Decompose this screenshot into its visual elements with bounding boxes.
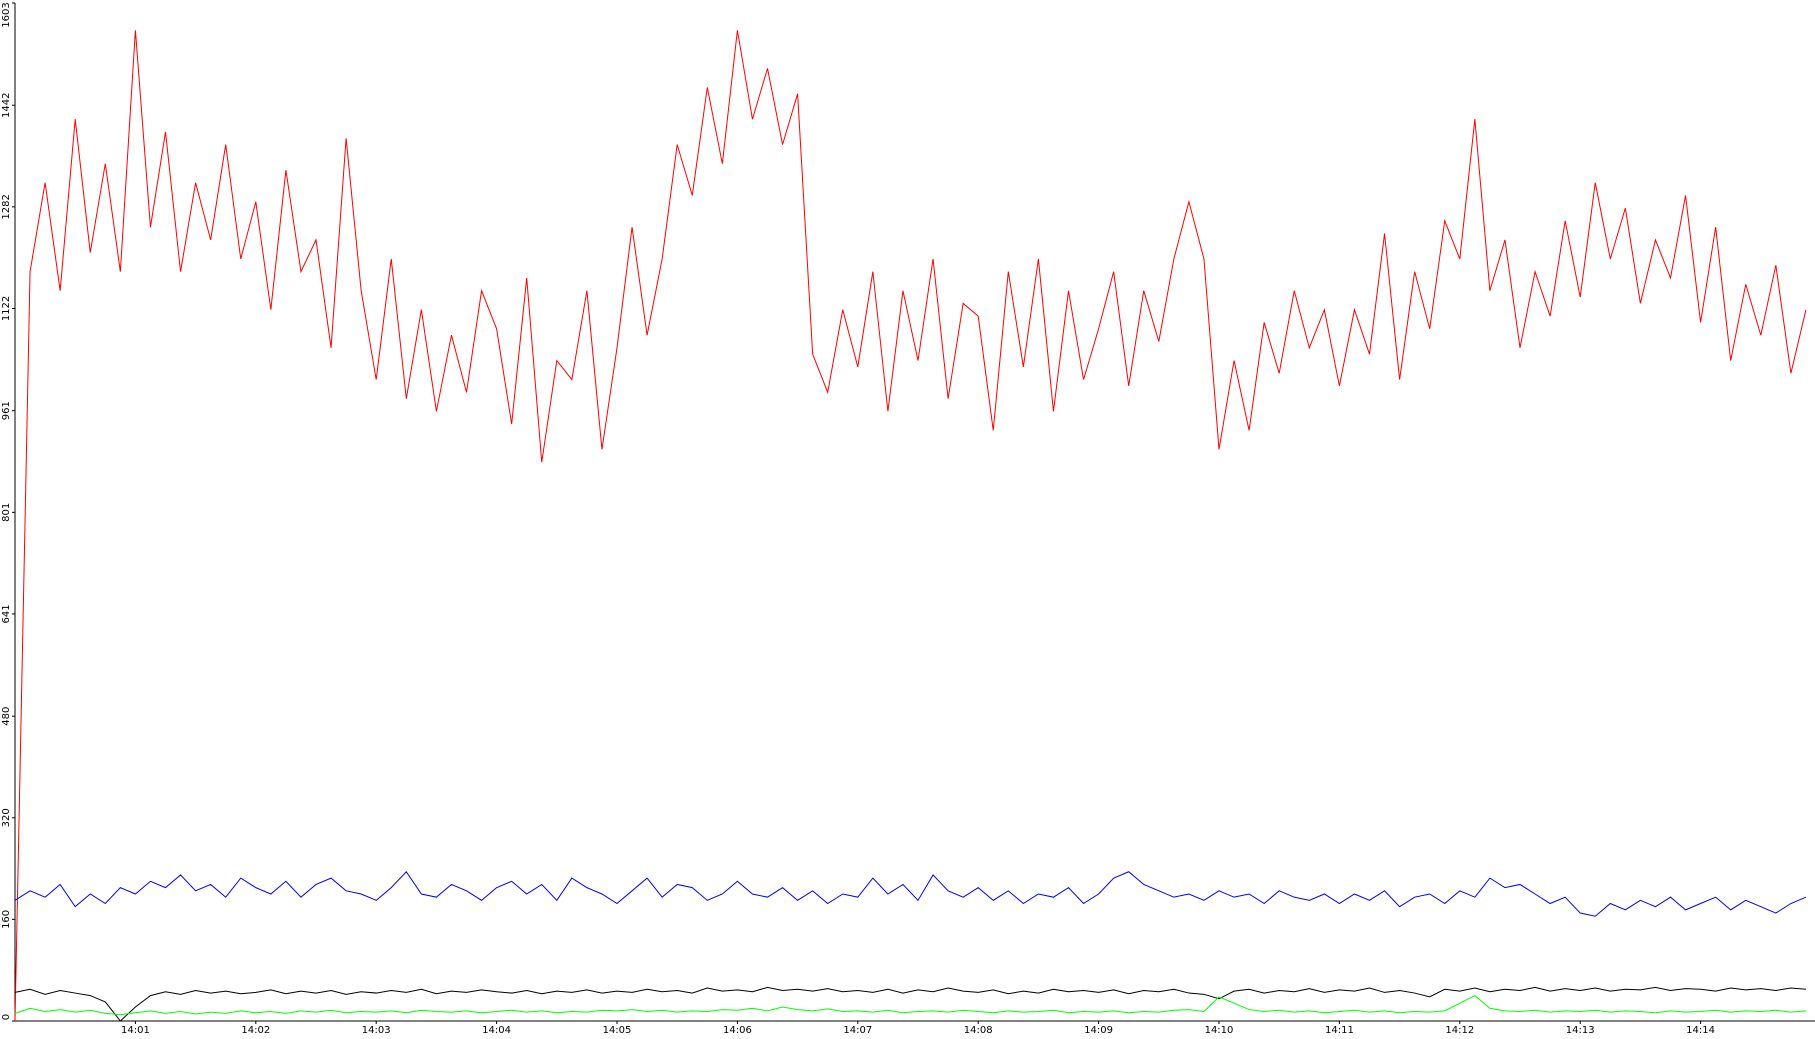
y-tick-label: 320 <box>1 808 12 827</box>
x-tick-label: 14:08 <box>964 1025 993 1036</box>
y-tick-label: 480 <box>1 707 12 726</box>
y-tick-label: 801 <box>1 503 12 522</box>
x-tick-label: 14:05 <box>603 1025 632 1036</box>
y-tick-label: 160 <box>1 910 12 929</box>
series-line <box>14 870 1807 917</box>
x-tick-label: 14:07 <box>843 1025 872 1036</box>
x-tick-label: 14:09 <box>1084 1025 1113 1036</box>
x-tick-label: 14:04 <box>482 1025 511 1036</box>
y-tick-label: 961 <box>1 401 12 420</box>
x-tick-label: 14:10 <box>1205 1025 1234 1036</box>
y-tick-label: 0 <box>1 1014 12 1020</box>
y-tick-label: 1282 <box>1 194 12 219</box>
x-tick-label: 14:01 <box>121 1025 150 1036</box>
y-tick-label: 641 <box>1 604 12 623</box>
series-line <box>14 995 1806 1016</box>
y-tick-label: 1122 <box>1 296 12 321</box>
x-tick-label: 14:03 <box>362 1025 391 1036</box>
x-tick-label: 14:11 <box>1325 1025 1354 1036</box>
y-tick-label: 1442 <box>1 93 12 118</box>
x-tick-label: 14:12 <box>1445 1025 1474 1036</box>
x-tick-label: 14:06 <box>723 1025 752 1036</box>
y-tick-label: 1603 <box>1 2 12 27</box>
x-tick-label: 14:02 <box>241 1025 270 1036</box>
x-tick-label: 14:13 <box>1566 1025 1595 1036</box>
series-line <box>14 30 1807 1022</box>
series-line <box>14 986 1806 1022</box>
x-tick-label: 14:14 <box>1686 1025 1715 1036</box>
